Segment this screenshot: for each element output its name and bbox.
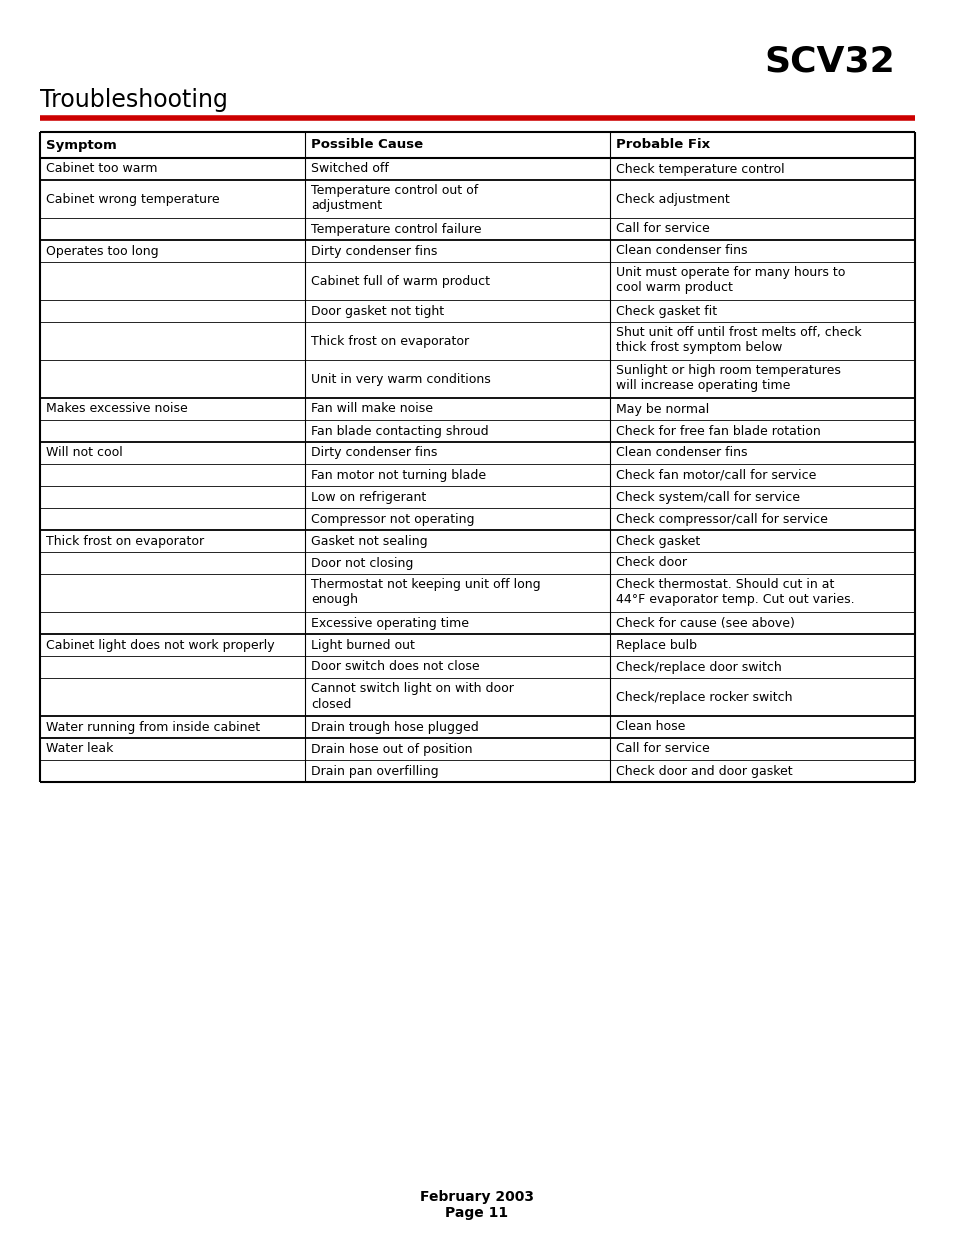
Text: Check/replace rocker switch: Check/replace rocker switch xyxy=(616,690,792,704)
Text: Thick frost on evaporator: Thick frost on evaporator xyxy=(311,335,469,347)
Text: Replace bulb: Replace bulb xyxy=(616,638,697,652)
Text: Drain hose out of position: Drain hose out of position xyxy=(311,742,472,756)
Text: Page 11: Page 11 xyxy=(445,1207,508,1220)
Text: Water leak: Water leak xyxy=(46,742,113,756)
Text: SCV32: SCV32 xyxy=(763,44,894,79)
Text: Check for free fan blade rotation: Check for free fan blade rotation xyxy=(616,425,820,437)
Text: Check system/call for service: Check system/call for service xyxy=(616,490,800,504)
Text: Cabinet too warm: Cabinet too warm xyxy=(46,163,157,175)
Text: February 2003: February 2003 xyxy=(419,1191,534,1204)
Text: Clean condenser fins: Clean condenser fins xyxy=(616,447,747,459)
Text: Clean condenser fins: Clean condenser fins xyxy=(616,245,747,258)
Text: Call for service: Call for service xyxy=(616,742,709,756)
Text: Check gasket: Check gasket xyxy=(616,535,700,547)
Text: Check fan motor/call for service: Check fan motor/call for service xyxy=(616,468,816,482)
Text: Dirty condenser fins: Dirty condenser fins xyxy=(311,245,436,258)
Text: Compressor not operating: Compressor not operating xyxy=(311,513,474,526)
Text: Check temperature control: Check temperature control xyxy=(616,163,783,175)
Text: May be normal: May be normal xyxy=(616,403,708,415)
Text: Drain trough hose plugged: Drain trough hose plugged xyxy=(311,720,478,734)
Text: Switched off: Switched off xyxy=(311,163,389,175)
Text: Check thermostat. Should cut in at
44°F evaporator temp. Cut out varies.: Check thermostat. Should cut in at 44°F … xyxy=(616,578,854,606)
Text: Low on refrigerant: Low on refrigerant xyxy=(311,490,426,504)
Text: Check/replace door switch: Check/replace door switch xyxy=(616,661,781,673)
Text: Clean hose: Clean hose xyxy=(616,720,684,734)
Text: Door switch does not close: Door switch does not close xyxy=(311,661,479,673)
Text: Probable Fix: Probable Fix xyxy=(616,138,709,152)
Text: Shut unit off until frost melts off, check
thick frost symptom below: Shut unit off until frost melts off, che… xyxy=(616,326,861,354)
Text: Door not closing: Door not closing xyxy=(311,557,413,569)
Text: Symptom: Symptom xyxy=(46,138,116,152)
Text: Cabinet light does not work properly: Cabinet light does not work properly xyxy=(46,638,274,652)
Text: Fan blade contacting shroud: Fan blade contacting shroud xyxy=(311,425,488,437)
Text: Fan motor not turning blade: Fan motor not turning blade xyxy=(311,468,486,482)
Text: Call for service: Call for service xyxy=(616,222,709,236)
Text: Temperature control failure: Temperature control failure xyxy=(311,222,481,236)
Text: Unit in very warm conditions: Unit in very warm conditions xyxy=(311,373,490,385)
Text: Temperature control out of
adjustment: Temperature control out of adjustment xyxy=(311,184,477,212)
Text: Check door and door gasket: Check door and door gasket xyxy=(616,764,792,778)
Text: Light burned out: Light burned out xyxy=(311,638,415,652)
Text: Check gasket fit: Check gasket fit xyxy=(616,305,717,317)
Text: Fan will make noise: Fan will make noise xyxy=(311,403,433,415)
Text: Unit must operate for many hours to
cool warm product: Unit must operate for many hours to cool… xyxy=(616,266,844,294)
Text: Possible Cause: Possible Cause xyxy=(311,138,423,152)
Text: Cabinet wrong temperature: Cabinet wrong temperature xyxy=(46,193,219,205)
Text: Dirty condenser fins: Dirty condenser fins xyxy=(311,447,436,459)
Text: Check adjustment: Check adjustment xyxy=(616,193,729,205)
Text: Drain pan overfilling: Drain pan overfilling xyxy=(311,764,438,778)
Text: Excessive operating time: Excessive operating time xyxy=(311,616,469,630)
Text: Door gasket not tight: Door gasket not tight xyxy=(311,305,444,317)
Text: Cannot switch light on with door
closed: Cannot switch light on with door closed xyxy=(311,682,514,710)
Text: Check for cause (see above): Check for cause (see above) xyxy=(616,616,794,630)
Text: Cabinet full of warm product: Cabinet full of warm product xyxy=(311,274,490,288)
Text: Thick frost on evaporator: Thick frost on evaporator xyxy=(46,535,204,547)
Text: Thermostat not keeping unit off long
enough: Thermostat not keeping unit off long eno… xyxy=(311,578,540,606)
Text: Water running from inside cabinet: Water running from inside cabinet xyxy=(46,720,260,734)
Text: Gasket not sealing: Gasket not sealing xyxy=(311,535,427,547)
Text: Operates too long: Operates too long xyxy=(46,245,158,258)
Text: Will not cool: Will not cool xyxy=(46,447,123,459)
Text: Troubleshooting: Troubleshooting xyxy=(40,88,228,112)
Text: Makes excessive noise: Makes excessive noise xyxy=(46,403,188,415)
Text: Sunlight or high room temperatures
will increase operating time: Sunlight or high room temperatures will … xyxy=(616,364,840,393)
Text: Check compressor/call for service: Check compressor/call for service xyxy=(616,513,827,526)
Text: Check door: Check door xyxy=(616,557,686,569)
